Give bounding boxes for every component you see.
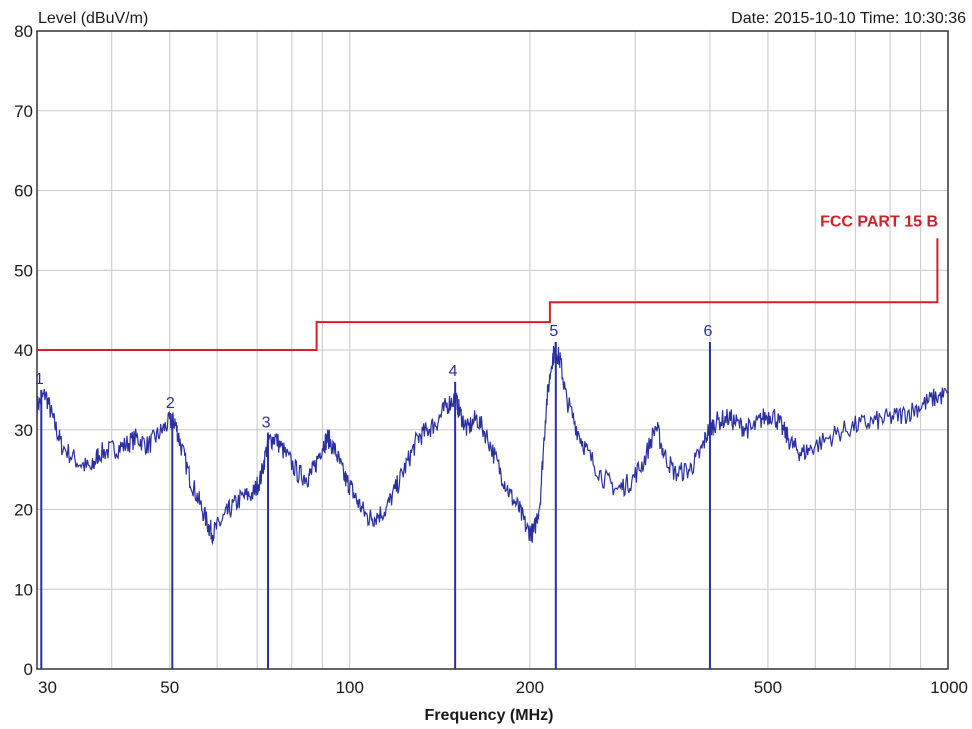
y-tick-label: 60	[14, 182, 33, 201]
x-tick-label: 1000	[930, 678, 968, 697]
y-tick-label: 40	[14, 341, 33, 360]
datetime-stamp: Date: 2015-10-10 Time: 10:30:36	[731, 10, 966, 27]
x-tick-label: 200	[516, 678, 544, 697]
marker-label: 2	[166, 395, 175, 412]
x-tick-label: 50	[160, 678, 179, 697]
marker-label: 4	[449, 363, 458, 380]
marker-label: 3	[262, 415, 271, 432]
marker-label: 6	[703, 323, 712, 340]
x-tick-label: 100	[336, 678, 364, 697]
y-tick-label: 70	[14, 102, 33, 121]
y-tick-label: 0	[24, 660, 33, 679]
x-axis-title: Frequency (MHz)	[425, 707, 554, 724]
y-tick-label: 20	[14, 501, 33, 520]
y-tick-label: 30	[14, 421, 33, 440]
y-axis-title: Level (dBuV/m)	[38, 10, 148, 27]
x-tick-label: 30	[38, 678, 57, 697]
y-tick-label: 50	[14, 261, 33, 280]
y-tick-label: 10	[14, 580, 33, 599]
y-tick-label: 80	[14, 22, 33, 41]
limit-line	[37, 238, 939, 351]
limit-line-label: FCC PART 15 B	[820, 213, 938, 230]
x-tick-label: 500	[754, 678, 782, 697]
marker-label: 1	[35, 371, 44, 388]
marker-label: 5	[549, 323, 558, 340]
